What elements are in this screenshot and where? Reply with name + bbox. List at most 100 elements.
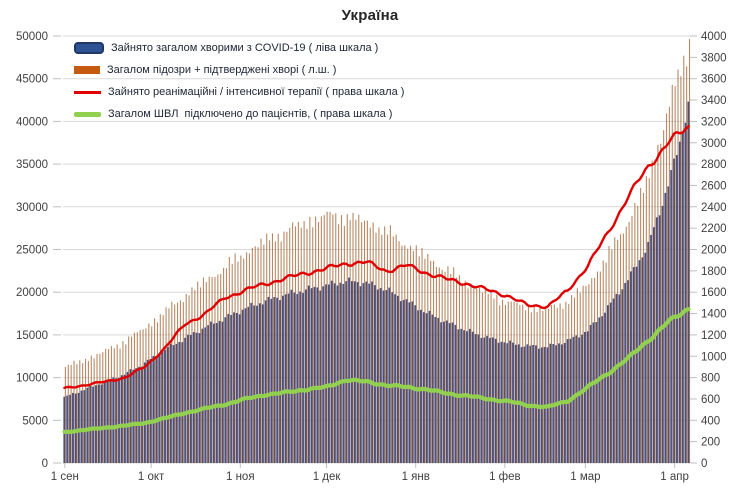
bar-occupied xyxy=(290,289,293,463)
bar-occupied xyxy=(97,384,100,463)
bar-suspected-confirmed xyxy=(415,245,417,463)
bar-occupied xyxy=(256,305,258,463)
bar-suspected-confirmed xyxy=(668,106,670,464)
bar-occupied xyxy=(178,342,181,463)
bar-suspected-confirmed xyxy=(634,203,636,463)
bar-suspected-confirmed xyxy=(470,283,472,463)
x-axis-tick-label: 1 янв xyxy=(402,471,430,483)
bar-occupied xyxy=(319,290,322,463)
bar-occupied xyxy=(184,337,187,463)
bar-occupied xyxy=(279,300,282,463)
y-axis-right-tick-label: 2400 xyxy=(701,202,727,214)
bar-suspected-confirmed xyxy=(102,352,104,463)
y-axis-right-tick-label: 400 xyxy=(701,415,720,427)
bar-occupied xyxy=(342,284,345,463)
bar-suspected-confirmed xyxy=(274,241,276,463)
bar-suspected-confirmed xyxy=(64,366,66,463)
bar-suspected-confirmed xyxy=(395,234,397,463)
bar-suspected-confirmed xyxy=(585,285,587,463)
bar-occupied xyxy=(333,283,336,463)
bar-suspected-confirmed xyxy=(329,211,331,463)
bar-occupied xyxy=(161,351,164,463)
bar-occupied xyxy=(281,295,284,463)
bar-suspected-confirmed xyxy=(363,220,366,463)
bar-suspected-confirmed xyxy=(527,304,530,463)
bar-occupied xyxy=(601,316,604,463)
bar-suspected-confirmed xyxy=(211,276,213,463)
line-ventilators xyxy=(62,307,691,434)
bar-suspected-confirmed xyxy=(663,130,665,463)
bar-occupied xyxy=(385,290,388,463)
bar-occupied xyxy=(681,132,684,463)
y-axis-right-tick-label: 2800 xyxy=(701,159,727,171)
bar-occupied xyxy=(664,192,667,463)
bar-suspected-confirmed xyxy=(507,301,509,463)
bar-suspected-confirmed xyxy=(352,212,354,463)
bar-suspected-confirmed xyxy=(648,178,650,463)
bar-suspected-confirmed xyxy=(197,281,199,463)
bar-occupied xyxy=(169,343,172,463)
bar-occupied xyxy=(653,227,655,463)
bar-occupied xyxy=(589,324,592,463)
bar-suspected-confirmed xyxy=(375,232,377,463)
bar-occupied xyxy=(238,314,241,463)
bar-suspected-confirmed xyxy=(243,258,245,463)
bar-occupied xyxy=(612,298,615,463)
bar-occupied xyxy=(376,289,379,463)
bar-suspected-confirmed xyxy=(231,263,233,463)
bar-occupied xyxy=(66,395,69,463)
bar-occupied xyxy=(632,267,635,463)
bar-occupied xyxy=(230,315,233,463)
bar-suspected-confirmed xyxy=(640,187,642,463)
bar-suspected-confirmed xyxy=(188,295,190,463)
bar-occupied xyxy=(575,335,578,463)
bar-suspected-confirmed xyxy=(409,245,412,463)
y-axis-left-tick-label: 5000 xyxy=(22,415,48,427)
bar-occupied xyxy=(604,312,607,463)
bar-occupied xyxy=(207,325,210,463)
bar-suspected-confirmed xyxy=(533,306,535,463)
bar-occupied xyxy=(684,122,687,463)
bar-suspected-confirmed xyxy=(67,364,69,463)
bar-suspected-confirmed xyxy=(421,248,423,463)
bar-suspected-confirmed xyxy=(614,237,616,463)
bar-suspected-confirmed xyxy=(418,256,420,463)
bar-suspected-confirmed xyxy=(294,226,297,463)
bar-occupied xyxy=(351,281,353,463)
bar-occupied xyxy=(526,344,529,463)
legend-item-2: Зайнято реанімаційні / інтенсивної терап… xyxy=(74,81,404,103)
bar-suspected-confirmed xyxy=(220,273,222,463)
bar-occupied xyxy=(609,302,612,463)
bar-suspected-confirmed xyxy=(683,55,685,463)
legend-swatch-bar-icon xyxy=(74,66,100,74)
bar-occupied xyxy=(408,302,411,463)
bar-suspected-confirmed xyxy=(617,239,619,463)
bar-occupied xyxy=(241,309,244,463)
bar-suspected-confirmed xyxy=(332,214,334,463)
bar-occupied xyxy=(313,286,316,463)
bar-occupied xyxy=(615,293,618,463)
bar-occupied xyxy=(120,375,123,463)
bar-occupied xyxy=(152,355,155,463)
bar-suspected-confirmed xyxy=(283,231,285,463)
bar-suspected-confirmed xyxy=(156,322,158,463)
y-axis-right-tick-label: 2000 xyxy=(701,245,727,257)
bar-occupied xyxy=(123,374,126,463)
bar-occupied xyxy=(103,381,106,463)
bar-suspected-confirmed xyxy=(280,241,282,463)
bar-occupied xyxy=(166,347,169,463)
bar-suspected-confirmed xyxy=(510,301,512,463)
bar-suspected-confirmed xyxy=(542,310,544,463)
bar-suspected-confirmed xyxy=(366,220,368,463)
bar-occupied xyxy=(129,369,132,463)
bar-occupied xyxy=(106,379,109,463)
bar-suspected-confirmed xyxy=(73,360,75,463)
bar-suspected-confirmed xyxy=(562,308,564,463)
bar-suspected-confirmed xyxy=(588,284,590,463)
bar-suspected-confirmed xyxy=(392,236,394,463)
bar-occupied xyxy=(189,335,192,463)
bar-suspected-confirmed xyxy=(208,276,210,463)
bar-suspected-confirmed xyxy=(625,226,627,463)
y-axis-right-tick-label: 600 xyxy=(701,394,720,406)
bar-occupied xyxy=(158,355,161,463)
